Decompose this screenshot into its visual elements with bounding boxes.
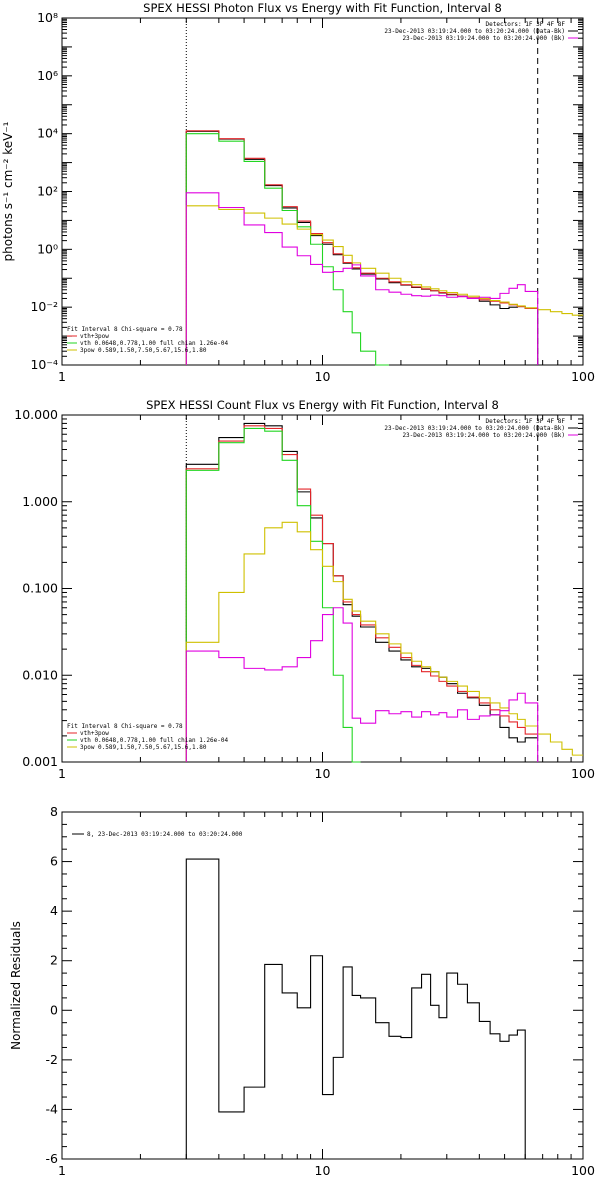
legend-entry: 3pow 0.589,1.50,7.50,5.67,15.6,1.80 (80, 347, 207, 354)
series-line-green (185, 427, 361, 763)
y-tick-label: 4 (50, 903, 58, 918)
y-tick-label: 0.100 (22, 581, 58, 596)
x-tick-label: 100 (571, 1163, 595, 1178)
series-line-black (185, 858, 526, 1159)
series-line-red (185, 425, 538, 762)
y-tick-label: 10⁻² (30, 299, 58, 314)
series-line-green (185, 133, 389, 366)
legend-entry: 23-Dec-2013 03:19:24.000 to 03:20:24.000… (402, 432, 565, 439)
legend-entry: Detectors: 1F 3F 4F 8F (486, 418, 566, 425)
chart-title: SPEX HESSI Photon Flux vs Energy with Fi… (143, 1, 502, 15)
plot-frame (61, 17, 584, 366)
series-line-red (185, 130, 538, 365)
y-tick-label: 10⁻⁴ (30, 357, 58, 372)
x-tick-label: 10 (315, 766, 331, 781)
y-tick-label: 0.001 (22, 754, 58, 769)
legend-entry: Fit Interval 8 Chi-square = 0.78 (67, 723, 183, 730)
series-line-gold (185, 205, 583, 365)
y-tick-label: 0 (50, 1002, 58, 1017)
x-tick-label: 10 (315, 369, 331, 384)
x-tick-label: 1 (58, 1163, 66, 1178)
series-line-gold (185, 521, 583, 762)
y-tick-label: -4 (46, 1101, 59, 1116)
legend-entry: 23-Dec-2013 03:19:24.000 to 03:20:24.000… (384, 28, 565, 35)
y-tick-label: 6 (50, 854, 58, 869)
y-axis-label: photons s⁻¹ cm⁻² keV⁻¹ (1, 121, 15, 261)
y-tick-label: 10² (37, 184, 58, 199)
legend-entry: Fit Interval 8 Chi-square = 0.78 (67, 326, 183, 333)
y-tick-label: 10⁸ (37, 10, 58, 25)
y-axis-label: Normalized Residuals (9, 921, 23, 1050)
legend-entry: 3pow 0.589,1.50,7.50,5.67,15.6,1.80 (80, 744, 207, 751)
y-tick-label: -2 (46, 1052, 58, 1067)
y-tick-label: 1.000 (22, 494, 58, 509)
legend-entry: vth 0.0648,0.778,1.00 full chian 1.26e-0… (80, 737, 228, 744)
x-tick-label: 100 (571, 766, 595, 781)
x-tick-label: 10 (315, 1163, 331, 1178)
x-tick-label: 1 (58, 369, 66, 384)
x-tick-label: 1 (58, 766, 66, 781)
y-tick-label: 2 (50, 953, 58, 968)
chart-title: SPEX HESSI Count Flux vs Energy with Fit… (146, 398, 499, 412)
legend-entry: vth+3pow (80, 333, 109, 340)
y-tick-label: 10⁴ (37, 126, 58, 141)
legend-entry: 8, 23-Dec-2013 03:19:24.000 to 03:20:24.… (87, 831, 243, 838)
series-line-magenta (185, 607, 539, 762)
y-tick-label: 10⁰ (37, 241, 58, 256)
series-line-black (185, 130, 539, 365)
y-tick-label: -6 (46, 1151, 59, 1166)
y-tick-label: 10⁶ (37, 68, 58, 83)
y-tick-label: 10.000 (14, 407, 58, 422)
y-tick-label: 0.010 (22, 667, 58, 682)
legend-entry: 23-Dec-2013 03:19:24.000 to 03:20:24.000… (384, 425, 565, 432)
legend-entry: 23-Dec-2013 03:19:24.000 to 03:20:24.000… (402, 35, 565, 42)
x-tick-label: 100 (571, 369, 595, 384)
y-tick-label: 8 (50, 804, 58, 819)
legend-entry: vth 0.0648,0.778,1.00 full chian 1.26e-0… (80, 340, 228, 347)
series-line-magenta (185, 192, 539, 365)
legend-entry: Detectors: 1F 3F 4F 8F (486, 21, 566, 28)
legend-entry: vth+3pow (80, 730, 109, 737)
